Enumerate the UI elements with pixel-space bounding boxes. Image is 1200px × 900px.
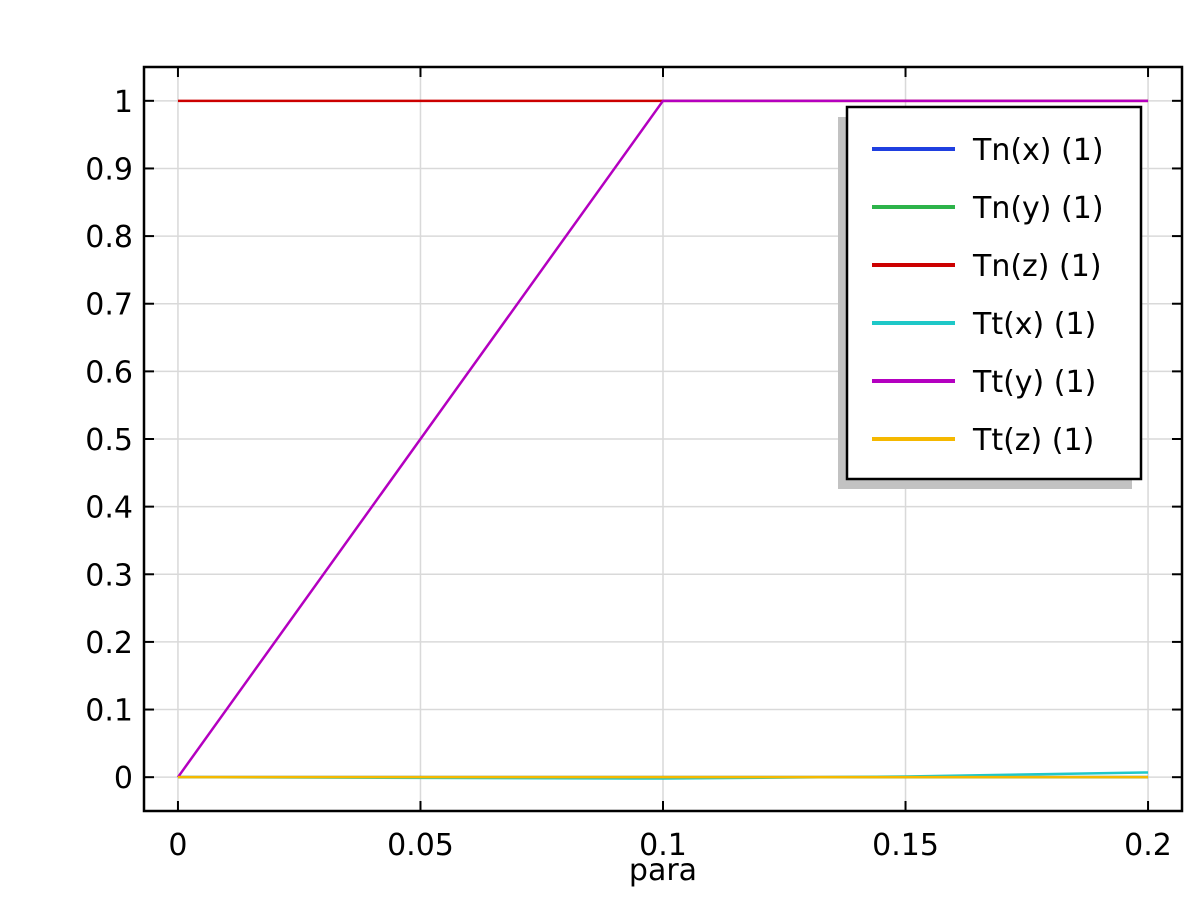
axis-ticks bbox=[144, 67, 1182, 811]
y-tick-label: 0.7 bbox=[85, 288, 133, 323]
series-line bbox=[176, 99, 1149, 778]
y-tick-label: 0.2 bbox=[85, 626, 133, 661]
y-tick-label: 0.3 bbox=[85, 558, 133, 593]
y-tick-label: 0 bbox=[114, 761, 133, 796]
legend-label: Tt(y) (1) bbox=[972, 365, 1096, 400]
y-tick-label: 0.1 bbox=[85, 694, 133, 729]
legend-label: Tt(x) (1) bbox=[972, 307, 1096, 342]
y-tick-label: 0.4 bbox=[85, 491, 133, 526]
x-tick-label: 0.2 bbox=[1124, 828, 1172, 863]
x-axis-title: para bbox=[629, 853, 697, 888]
x-tick-labels: 0 0.05 0.1 0.15 0.2 bbox=[168, 828, 1171, 863]
legend-box bbox=[845, 105, 1143, 481]
y-tick-label: 0.5 bbox=[85, 423, 133, 458]
x-tick-label: 0.15 bbox=[872, 828, 939, 863]
legend-label: Tt(z) (1) bbox=[972, 423, 1094, 458]
legend-label: Tn(x) (1) bbox=[972, 133, 1104, 168]
series-lines bbox=[176, 99, 1149, 780]
y-tick-label: 0.8 bbox=[85, 220, 133, 255]
y-tick-labels: 0 0.1 0.2 0.3 0.4 0.5 0.6 0.7 0.8 0.9 1 bbox=[85, 85, 133, 796]
x-tick-label: 0.05 bbox=[387, 828, 454, 863]
x-tick-label: 0 bbox=[168, 828, 187, 863]
legend: Tn(x) (1) Tn(y) (1) Tn(z) (1) Tt(x) (1) Tt(y… bbox=[838, 105, 1143, 489]
legend-label: Tn(z) (1) bbox=[972, 249, 1102, 284]
y-tick-label: 1 bbox=[114, 85, 133, 120]
y-tick-label: 0.9 bbox=[85, 152, 133, 187]
legend-label: Tn(y) (1) bbox=[972, 191, 1104, 226]
y-tick-label: 0.6 bbox=[85, 355, 133, 390]
x-tick-label: 0.1 bbox=[639, 828, 687, 863]
